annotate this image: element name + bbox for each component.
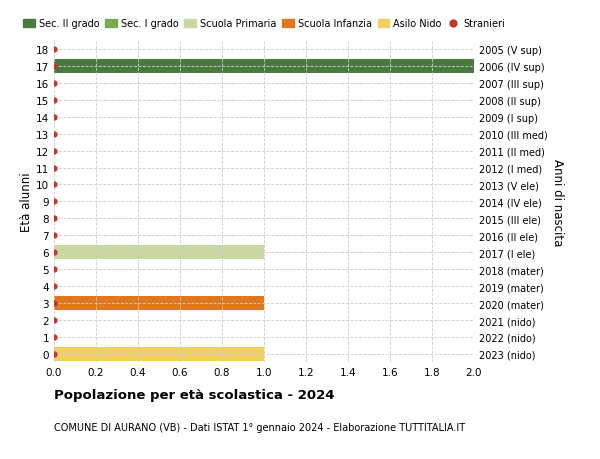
Legend: Sec. II grado, Sec. I grado, Scuola Primaria, Scuola Infanzia, Asilo Nido, Stran: Sec. II grado, Sec. I grado, Scuola Prim…: [19, 16, 509, 33]
Text: Popolazione per età scolastica - 2024: Popolazione per età scolastica - 2024: [54, 388, 335, 401]
Bar: [54, 347, 264, 361]
Text: COMUNE DI AURANO (VB) - Dati ISTAT 1° gennaio 2024 - Elaborazione TUTTITALIA.IT: COMUNE DI AURANO (VB) - Dati ISTAT 1° ge…: [54, 422, 465, 432]
Bar: [54, 246, 264, 259]
Bar: [54, 60, 474, 73]
Y-axis label: Anni di nascita: Anni di nascita: [551, 158, 564, 246]
Y-axis label: Età alunni: Età alunni: [20, 172, 33, 232]
Bar: [54, 297, 264, 310]
